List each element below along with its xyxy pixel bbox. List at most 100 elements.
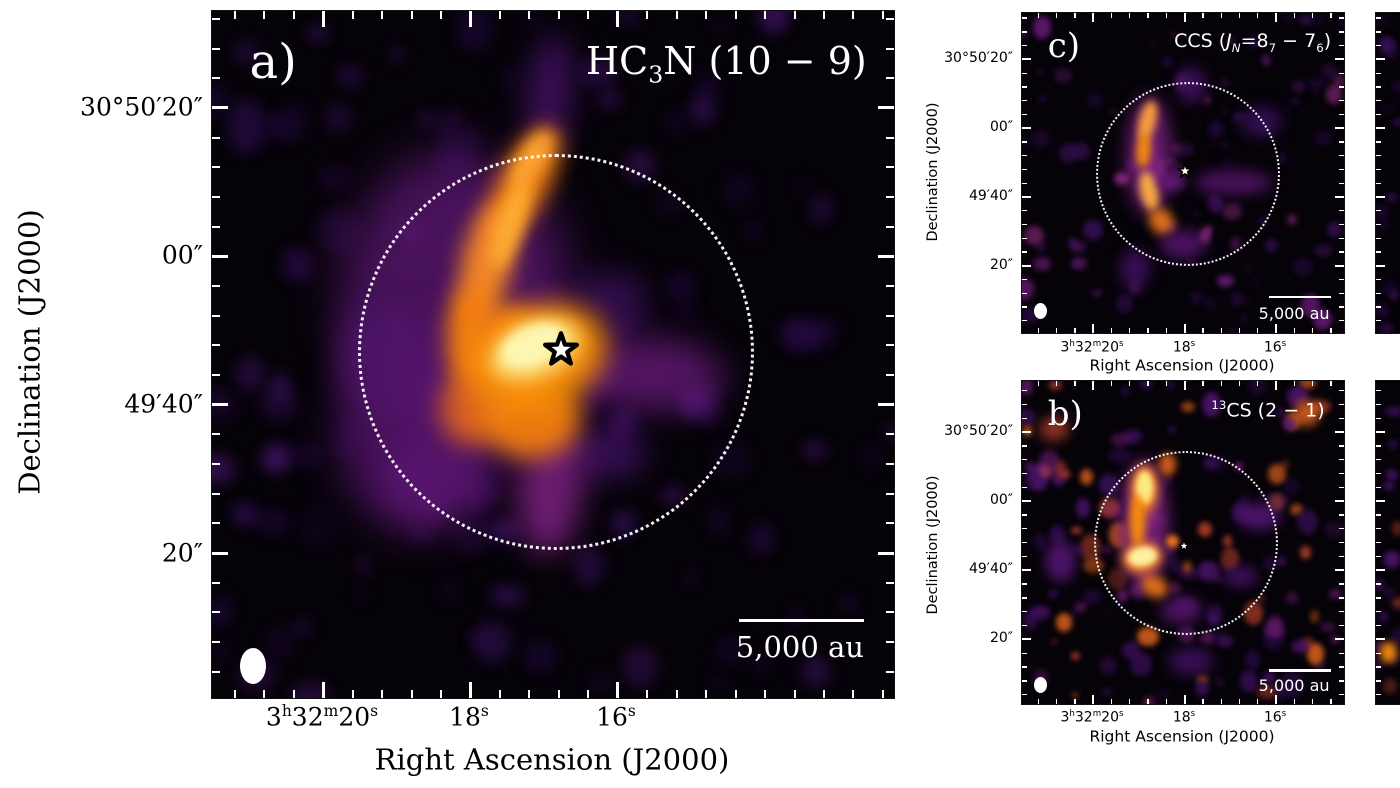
- minor-tick: [1376, 100, 1381, 102]
- minor-tick: [1339, 445, 1344, 447]
- minor-tick: [1339, 251, 1344, 253]
- minor-tick: [734, 690, 737, 698]
- noise-blob: [803, 442, 826, 458]
- noise-blob: [1389, 288, 1399, 300]
- minor-tick: [1055, 381, 1058, 386]
- minor-tick: [1376, 694, 1381, 696]
- noise-blob: [1391, 54, 1399, 61]
- noise-blob: [1300, 545, 1311, 560]
- panel-b-letter: b): [1047, 394, 1083, 435]
- noise-blob: [748, 523, 774, 555]
- noise-blob: [573, 545, 604, 588]
- title-segment: s: [370, 702, 379, 720]
- panel-c-dec-tick-label-3: 20″: [989, 257, 1013, 273]
- major-tick: [1335, 264, 1344, 267]
- noise-blob: [1280, 670, 1303, 699]
- minor-tick: [1147, 381, 1149, 386]
- noise-blob: [212, 453, 235, 484]
- minor-tick: [1376, 583, 1381, 585]
- panel-b-xaxis-title: Right Ascension (J2000): [1089, 727, 1275, 746]
- noise-blob: [1292, 81, 1305, 92]
- noise-blob: [1167, 425, 1177, 434]
- noise-blob: [1121, 386, 1129, 396]
- noise-blob: [355, 556, 372, 574]
- major-tick: [1092, 695, 1095, 704]
- minor-tick: [852, 11, 855, 19]
- minor-tick: [1376, 210, 1381, 212]
- noise-blob: [318, 162, 343, 192]
- noise-blob: [259, 510, 291, 530]
- major-tick: [212, 403, 228, 407]
- noise-blob: [437, 106, 464, 144]
- title-segment: 3: [648, 60, 664, 89]
- noise-blob: [1123, 429, 1142, 444]
- minor-tick: [1339, 597, 1344, 599]
- minor-tick: [410, 11, 413, 19]
- minor-tick: [1238, 381, 1241, 386]
- noise-blob: [1022, 137, 1033, 147]
- major-tick: [1335, 196, 1344, 198]
- major-tick: [1376, 58, 1385, 61]
- minor-tick: [1165, 13, 1167, 18]
- noise-blob: [1384, 551, 1400, 568]
- noise-blob: [259, 385, 299, 421]
- noise-blob: [1109, 447, 1131, 464]
- noise-blob: [1284, 592, 1300, 604]
- title-segment: 20: [1101, 709, 1119, 726]
- major-tick: [878, 254, 894, 258]
- noise-blob: [1326, 84, 1342, 105]
- minor-tick: [1339, 417, 1344, 419]
- panel-b-yaxis-title: Declination (J2000): [924, 475, 941, 615]
- noise-blob: [1261, 55, 1270, 67]
- minor-tick: [1376, 237, 1381, 239]
- minor-tick: [823, 11, 826, 19]
- minor-tick: [498, 11, 501, 19]
- noise-blob: [1030, 605, 1051, 620]
- noise-blob: [1333, 74, 1344, 89]
- noise-blob: [1243, 264, 1252, 272]
- noise-blob: [1376, 658, 1384, 670]
- minor-tick: [886, 225, 894, 228]
- minor-tick: [1339, 459, 1344, 461]
- minor-tick: [440, 11, 442, 19]
- minor-tick: [212, 344, 220, 347]
- minor-tick: [1257, 13, 1259, 18]
- minor-tick: [886, 611, 894, 614]
- minor-tick: [1022, 168, 1027, 171]
- noise-blob: [212, 389, 226, 408]
- noise-blob: [1076, 498, 1091, 518]
- noise-blob: [664, 107, 690, 136]
- panel-a-xaxis-title: Right Ascension (J2000): [374, 742, 730, 777]
- minor-tick: [1022, 486, 1027, 488]
- noise-blob: [751, 652, 774, 675]
- minor-tick: [1129, 13, 1131, 18]
- noise-blob: [1200, 630, 1215, 645]
- noise-blob: [1025, 461, 1033, 472]
- panel-b-13cs-map: b) 13CS (2 − 1) 5,000 au: [1021, 380, 1345, 705]
- noise-blob: [261, 444, 291, 474]
- noise-blob: [1216, 275, 1234, 287]
- noise-blob: [1217, 637, 1234, 647]
- noise-blob: [1315, 660, 1325, 672]
- minor-tick: [886, 373, 894, 376]
- minor-tick: [1376, 141, 1381, 143]
- minor-tick: [1257, 381, 1259, 386]
- noise-blob: [621, 646, 658, 689]
- noise-blob: [1313, 244, 1334, 258]
- minor-tick: [1339, 528, 1344, 530]
- minor-tick: [646, 690, 649, 698]
- minor-tick: [1022, 113, 1027, 116]
- minor-tick: [410, 690, 413, 698]
- major-tick: [468, 682, 472, 698]
- noise-blob: [1169, 31, 1176, 38]
- panel-c-ccs-map: c) CCS (JN=87 − 76) 5,000 au: [1021, 12, 1345, 334]
- noise-blob: [1291, 99, 1299, 105]
- minor-tick: [1022, 666, 1027, 668]
- minor-tick: [1339, 210, 1344, 212]
- major-tick: [616, 682, 620, 698]
- panel-c-scale-bar-label: 5,000 au: [1258, 303, 1330, 323]
- panel-b-dec-tick-label-3: 20″: [989, 630, 1013, 646]
- noise-blob: [1378, 610, 1388, 623]
- noise-blob: [597, 87, 622, 110]
- minor-tick: [1339, 44, 1344, 47]
